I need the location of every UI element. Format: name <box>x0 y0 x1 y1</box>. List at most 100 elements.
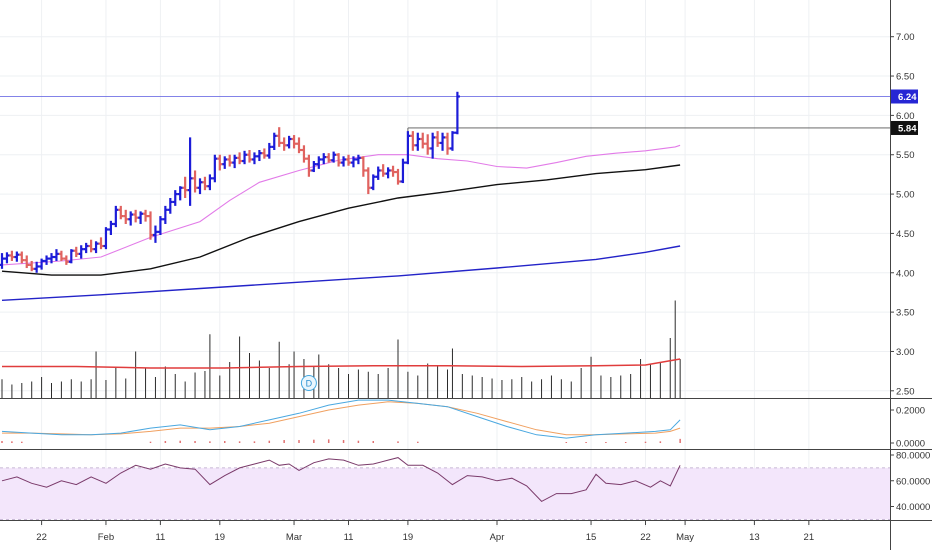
ohlc-bar <box>281 137 287 151</box>
ohlc-bar <box>232 154 238 169</box>
ohlc-bar <box>197 178 203 195</box>
ohlc-bar <box>4 252 10 264</box>
ohlc-bar <box>415 132 421 151</box>
price-tick-label: 5.00 <box>896 190 915 201</box>
x-tick-label: 13 <box>749 532 760 543</box>
ohlc-bar <box>390 165 396 177</box>
rsi-band <box>0 467 890 520</box>
ohlc-bar <box>247 150 252 163</box>
x-tick-label: 15 <box>586 532 597 543</box>
rsi-line <box>1 457 681 503</box>
x-tick-label: 19 <box>215 532 226 543</box>
level-price-label: 5.84 <box>898 123 917 134</box>
ohlc-bar <box>321 153 327 165</box>
ma-mid-line <box>1 164 681 276</box>
ohlc-bar <box>123 209 129 224</box>
volume-pane: D <box>1 300 681 398</box>
x-tick-label: Apr <box>490 532 505 543</box>
ohlc-bar <box>34 261 40 273</box>
ohlc-bar <box>454 91 460 135</box>
ohlc-bar <box>177 186 183 201</box>
ohlc-bar <box>445 132 450 155</box>
ohlc-bar <box>449 131 455 151</box>
ohlc-bar <box>350 156 356 168</box>
price-pane <box>0 91 890 301</box>
x-tick-label: 22 <box>36 532 47 543</box>
ohlc-bar <box>261 148 267 159</box>
ohlc-bar <box>271 132 277 151</box>
dividend-marker-label: D <box>306 379 313 389</box>
ohlc-bar <box>251 152 257 165</box>
volume-ma-line <box>2 358 681 369</box>
price-tick-label: 4.50 <box>896 229 915 240</box>
price-tick-label: 3.00 <box>896 347 915 358</box>
ohlc-bar <box>242 150 248 165</box>
x-tick-label: 21 <box>804 532 815 543</box>
ohlc-bar <box>182 176 188 199</box>
ohlc-bar <box>336 153 342 167</box>
level-price-label-bg <box>891 120 918 135</box>
ohlc-bar <box>207 174 213 191</box>
ohlc-bar <box>187 137 193 206</box>
ohlc-bar <box>9 250 15 261</box>
macd-tick-label: 0.0000 <box>896 439 925 450</box>
ohlc-bar <box>58 250 64 261</box>
ohlc-bar <box>78 245 84 259</box>
ohlc-bar <box>192 170 198 193</box>
ohlc-bar <box>167 198 173 214</box>
ohlc-bar <box>420 132 426 149</box>
ohlc-bar <box>400 158 406 184</box>
ohlc-bar <box>370 174 376 191</box>
ohlc-bar <box>152 225 158 243</box>
price-tick-label: 5.50 <box>896 150 915 161</box>
ohlc-bar <box>133 209 139 223</box>
ohlc-bar <box>53 249 59 261</box>
ohlc-bar <box>326 153 332 163</box>
ohlc-bar <box>440 132 446 151</box>
ohlc-bar <box>311 161 317 173</box>
ohlc-bar <box>103 227 109 250</box>
ohlc-bar <box>380 164 386 177</box>
ohlc-bar <box>44 255 50 265</box>
ohlc-bar <box>157 216 163 235</box>
ohlc-bar <box>118 205 124 220</box>
ohlc-bar <box>128 211 134 226</box>
ohlc-bar <box>385 167 391 179</box>
ohlc-bar <box>14 251 20 262</box>
ohlc-bar <box>296 137 302 154</box>
ohlc-bar <box>227 154 233 167</box>
ohlc-bar <box>24 255 30 269</box>
ohlc-bar <box>113 205 119 228</box>
price-tick-label: 3.50 <box>896 308 915 319</box>
rsi-tick-label: 80.0000 <box>896 451 930 462</box>
macd-pane <box>1 399 681 443</box>
macd-tick-label: 0.2000 <box>896 406 925 417</box>
ohlc-bar <box>93 241 99 254</box>
x-tick-label: 11 <box>155 532 165 543</box>
ohlc-bar <box>425 134 431 155</box>
ohlc-bar <box>430 132 436 159</box>
ohlc-bar <box>49 253 54 264</box>
ohlc-bar <box>331 151 337 163</box>
price-tick-label: 6.50 <box>896 72 915 83</box>
ohlc-bar <box>162 205 168 224</box>
ohlc-bar <box>256 150 262 162</box>
x-tick-label: 19 <box>403 532 414 543</box>
ohlc-bar <box>405 131 411 165</box>
ohlc-bar <box>341 156 347 167</box>
ohlc-bar <box>276 127 282 147</box>
ohlc-bar <box>266 142 272 159</box>
ohlc-bar <box>29 260 35 272</box>
ohlc-bar <box>360 156 366 177</box>
ohlc-bar <box>410 131 416 151</box>
ohlc-bar <box>306 154 312 177</box>
ohlc-bar <box>375 166 381 180</box>
x-tick-label: 11 <box>344 532 354 543</box>
x-tick-label: 22 <box>640 532 651 543</box>
ohlc-bar <box>98 237 104 250</box>
last-price-label: 6.24 <box>898 92 917 103</box>
ma-long-line <box>1 245 681 301</box>
ohlc-bar <box>138 211 144 224</box>
ohlc-bar <box>365 167 371 195</box>
